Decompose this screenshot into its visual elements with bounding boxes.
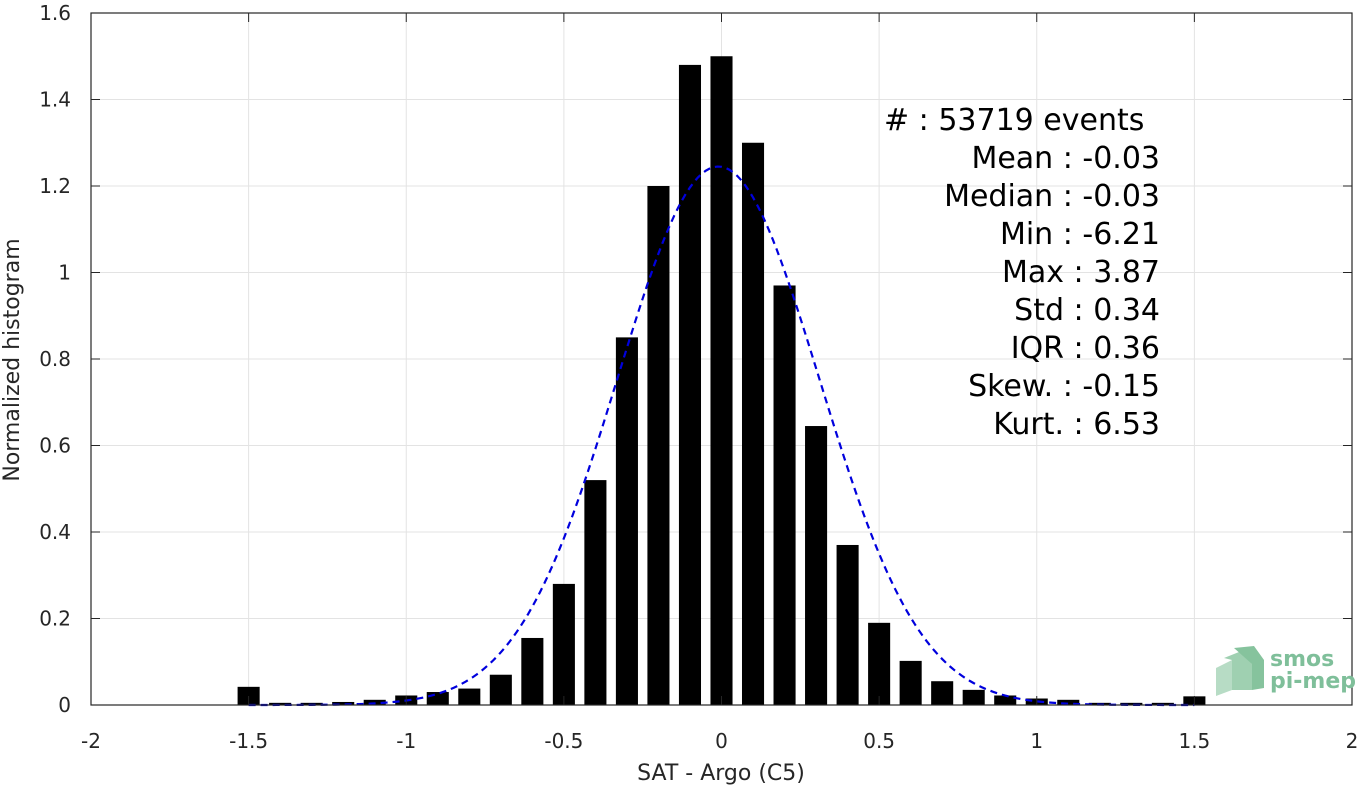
histogram-bar [584, 480, 607, 705]
y-tick-labels: 0 0.2 0.4 0.6 0.8 1 1.2 1.4 1.6 [39, 1, 71, 717]
histogram-bar [710, 56, 733, 705]
logo-line1: smos [1270, 647, 1334, 672]
histogram-bar [773, 285, 796, 705]
stat-line: Skew. : -0.15 [968, 369, 1160, 404]
y-axis-label: Normalized histogram [0, 238, 25, 481]
stat-line: Min : -6.21 [1000, 217, 1160, 252]
histogram-bar [237, 686, 260, 705]
tick-marks [90, 12, 1353, 706]
logo-icon [1216, 646, 1264, 696]
stat-line: IQR : 0.36 [1011, 331, 1160, 366]
histogram-bar [868, 622, 891, 705]
histogram-bar [994, 695, 1017, 705]
histogram-bar [931, 681, 954, 705]
y-tick-label: 0.4 [39, 520, 71, 544]
histogram-bar [741, 142, 765, 705]
histogram-bar [899, 660, 922, 705]
histogram-bar [836, 544, 859, 705]
y-tick-label: 0 [58, 693, 71, 717]
histogram-bar [962, 689, 985, 705]
y-tick-label: 0.2 [39, 607, 71, 631]
histogram-bar [332, 701, 355, 705]
x-tick-label: -1 [396, 729, 416, 753]
y-tick-label: 1.2 [39, 174, 71, 198]
histogram-bars [237, 56, 1206, 705]
histogram-bar [1120, 702, 1143, 705]
histogram-bar [615, 337, 638, 705]
histogram-bar [647, 186, 670, 705]
x-tick-label: -1.5 [229, 729, 268, 753]
stat-line: Median : -0.03 [944, 179, 1160, 214]
x-axis-label: SAT - Argo (C5) [637, 761, 805, 786]
y-tick-label: 1.4 [39, 88, 71, 112]
histogram-bar [269, 702, 292, 705]
stat-line: # : 53719 events [884, 103, 1144, 138]
y-tick-label: 0.8 [39, 347, 71, 371]
y-tick-label: 1 [58, 261, 71, 285]
histogram-bar [521, 637, 544, 705]
histogram-bar [805, 426, 828, 705]
x-tick-label: -0.5 [544, 729, 583, 753]
stat-line: Max : 3.87 [1002, 255, 1160, 290]
histogram-bar [552, 583, 575, 705]
histogram-bar [1057, 699, 1080, 705]
histogram-bar [489, 674, 512, 705]
x-tick-label: 0 [715, 729, 728, 753]
histogram-bar [458, 688, 481, 705]
x-tick-label: 0.5 [863, 729, 895, 753]
histogram-bar [426, 692, 449, 705]
stat-line: Kurt. : 6.53 [993, 407, 1160, 442]
x-tick-label: -2 [81, 729, 101, 753]
x-tick-label: 1 [1030, 729, 1043, 753]
y-tick-label: 1.6 [39, 1, 71, 25]
stat-line: Std : 0.34 [1014, 293, 1160, 328]
x-tick-labels: -2 -1.5 -1 -0.5 0 0.5 1 1.5 2 [81, 729, 1358, 753]
smos-pi-mep-logo: smos pi-mep [1216, 646, 1356, 696]
x-tick-label: 1.5 [1178, 729, 1210, 753]
x-tick-label: 2 [1346, 729, 1359, 753]
logo-line2: pi-mep [1270, 669, 1356, 694]
stat-line: Mean : -0.03 [971, 141, 1160, 176]
histogram-bar [678, 64, 702, 705]
y-tick-label: 0.6 [39, 434, 71, 458]
